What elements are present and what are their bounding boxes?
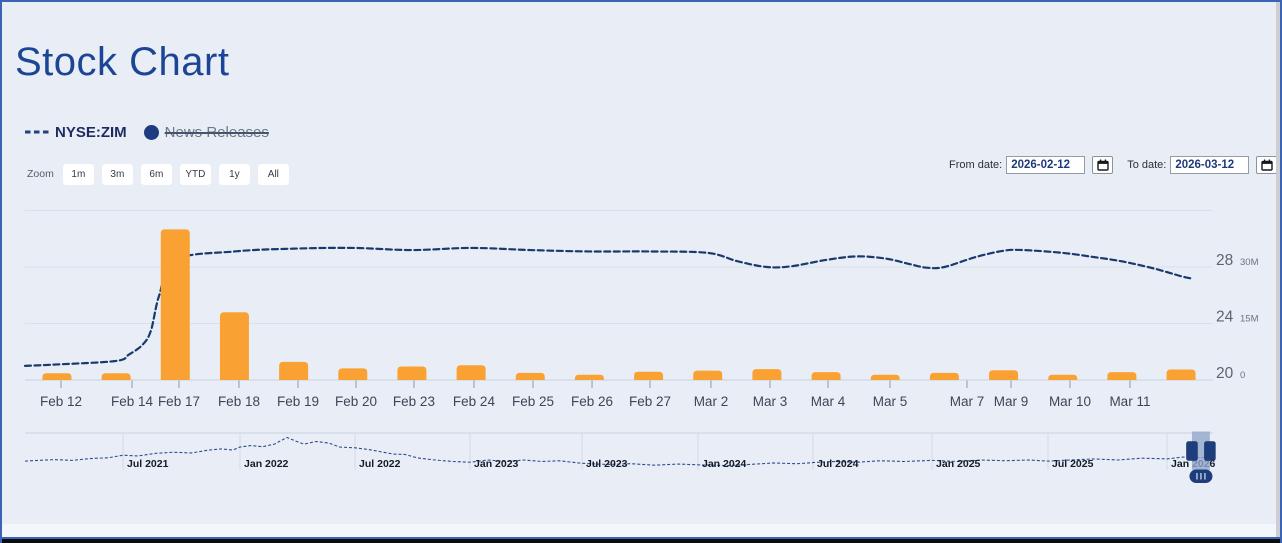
x-tick-label: Feb 12 — [40, 394, 82, 409]
price-axis-label: 24 — [1216, 309, 1234, 326]
page-title: Stock Chart — [15, 40, 230, 84]
calendar-icon — [1096, 159, 1109, 171]
legend-series-label: NYSE:ZIM — [55, 123, 127, 141]
x-tick-label: Mar 3 — [753, 394, 788, 409]
navigator-tick-label: Jul 2022 — [359, 458, 401, 470]
legend-item-news-releases[interactable]: News Releases — [143, 123, 269, 141]
volume-bar — [219, 312, 249, 380]
zoom-button-6m[interactable]: 6m — [140, 163, 172, 185]
zoom-button-all[interactable]: All — [257, 163, 289, 185]
from-date-calendar-button[interactable] — [1092, 156, 1114, 174]
x-tick-label: Mar 10 — [1049, 394, 1091, 409]
navigator-tick-label: Jan 2025 — [936, 458, 981, 470]
x-tick-label: Feb 24 — [453, 394, 496, 409]
x-tick-label: Feb 19 — [277, 394, 319, 409]
volume-bar — [101, 373, 131, 380]
volume-bar — [279, 361, 309, 380]
chart-legend: NYSE:ZIM News Releases — [25, 123, 269, 141]
volume-bar — [634, 371, 664, 380]
bottom-strip — [2, 524, 1276, 537]
volume-bar — [574, 374, 604, 380]
navigator-handle-right[interactable] — [1204, 441, 1216, 461]
x-tick-label: Mar 2 — [694, 394, 729, 409]
x-tick-label: Mar 7 — [950, 394, 985, 409]
price-line-series — [23, 246, 1192, 367]
window-scrollbar[interactable] — [1276, 2, 1280, 537]
x-tick-label: Feb 26 — [571, 394, 613, 409]
x-tick-label: Feb 17 — [158, 394, 200, 409]
legend-item-nyse-zim[interactable]: NYSE:ZIM — [25, 124, 127, 141]
to-date-input[interactable] — [1170, 156, 1250, 174]
calendar-icon — [1261, 159, 1273, 171]
volume-bar — [42, 373, 72, 380]
navigator-tick-label: Jan 2024 — [702, 458, 747, 470]
x-tick-label: Feb 14 — [111, 394, 154, 409]
volume-bar — [515, 372, 545, 380]
date-range-controls: From date: To date: — [949, 155, 1278, 175]
volume-bar — [752, 369, 782, 380]
volume-bar — [811, 372, 841, 380]
navigator-tick-label: Jul 2021 — [127, 458, 169, 470]
window-edge-bar — [2, 539, 1280, 543]
from-date-label: From date: — [949, 159, 1003, 171]
x-tick-label: Mar 11 — [1109, 394, 1150, 409]
volume-bar — [456, 365, 486, 380]
legend-news-label: News Releases — [164, 123, 269, 141]
to-date-calendar-button[interactable] — [1256, 156, 1278, 174]
zoom-button-ytd[interactable]: YTD — [179, 163, 211, 185]
x-tick-label: Feb 20 — [335, 394, 377, 409]
x-tick-label: Feb 18 — [218, 394, 260, 409]
x-tick-label: Mar 9 — [994, 394, 1029, 409]
volume-bar — [693, 370, 723, 380]
zoom-buttons-group: 1m 3m 6m YTD 1y All — [62, 163, 289, 185]
zoom-toolbar: Zoom 1m 3m 6m YTD 1y All — [27, 163, 289, 185]
x-tick-label: Mar 4 — [811, 394, 846, 409]
price-axis-label: 28 — [1216, 252, 1233, 269]
zoom-button-1y[interactable]: 1y — [218, 163, 250, 185]
to-date-label: To date: — [1127, 159, 1167, 171]
x-tick-label: Feb 25 — [512, 394, 554, 409]
volume-bar — [397, 366, 427, 380]
from-date-input[interactable] — [1006, 156, 1086, 174]
volume-bar — [1166, 369, 1196, 380]
x-tick-label: Mar 5 — [873, 394, 908, 409]
navigator-tick-label: Jul 2025 — [1052, 458, 1094, 470]
news-marker-icon — [143, 124, 159, 140]
volume-axis-label: 15M — [1240, 314, 1259, 325]
volume-bar — [870, 374, 900, 380]
price-axis-label: 20 — [1216, 365, 1234, 382]
frame-bottom-line — [2, 537, 1280, 539]
volume-bar — [1107, 372, 1137, 380]
dashed-line-icon — [25, 130, 49, 134]
volume-axis-label: 0 — [1240, 370, 1245, 381]
x-tick-label: Feb 23 — [393, 394, 435, 409]
navigator-tick-label: Jan 2023 — [474, 458, 519, 470]
volume-bar — [929, 372, 959, 380]
zoom-label: Zoom — [27, 168, 54, 180]
navigator-handle-left[interactable] — [1186, 441, 1198, 461]
volume-bar — [989, 370, 1019, 380]
zoom-button-1m[interactable]: 1m — [62, 163, 94, 185]
navigator-series — [24, 436, 1214, 467]
volume-bar — [1048, 374, 1078, 380]
navigator-tick-label: Jul 2023 — [586, 458, 628, 470]
volume-bar — [160, 229, 190, 380]
navigator-tick-label: Jul 2024 — [817, 458, 859, 470]
volume-axis-label: 30M — [1240, 257, 1259, 268]
volume-bar — [338, 368, 368, 380]
zoom-button-3m[interactable]: 3m — [101, 163, 133, 185]
x-tick-label: Feb 27 — [629, 394, 671, 409]
navigator-tick-label: Jan 2022 — [244, 458, 289, 470]
